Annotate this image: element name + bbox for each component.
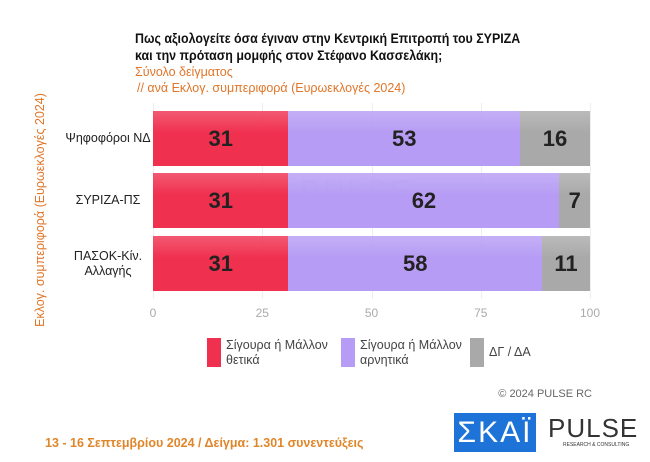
legend-swatch (341, 338, 355, 367)
x-tick-label: 50 (364, 306, 379, 320)
subtitle-1: Σύνολο δείγματος (135, 65, 233, 79)
x-tick-label: 0 (149, 306, 157, 320)
footer-note: 13 - 16 Σεπτεμβρίου 2024 / Δείγμα: 1.301… (45, 436, 364, 450)
bar-segment: 7 (559, 173, 590, 228)
legend-label: Σίγουρα ή Μάλλον θετικά (226, 338, 328, 367)
x-tick-label: 25 (255, 306, 269, 320)
legend-item: Σίγουρα ή Μάλλον αρνητικά (341, 338, 478, 368)
legend-swatch (470, 338, 484, 367)
bar-segment: 53 (288, 111, 521, 166)
bar-segment: 11 (541, 236, 590, 291)
legend-item: Σίγουρα ή Μάλλον θετικά (207, 338, 344, 368)
legend-label: ΔΓ / ΔΑ (489, 345, 531, 359)
y-axis-label: Εκλογ. συμπεριφορά (Ευρωεκλογές 2024) (33, 93, 47, 327)
bar-segment: 31 (153, 173, 289, 228)
title-line-1: Πως αξιολογείτε όσα έγιναν στην Κεντρική… (135, 31, 521, 46)
bar-segment: 31 (153, 236, 289, 291)
copyright: © 2024 PULSE RC (498, 388, 592, 400)
skai-logo: ΣΚΑΪ (454, 413, 536, 452)
category-label: ΠΑΣΟΚ-Κίν. Αλλαγής (73, 248, 143, 278)
bar-segment: 58 (288, 236, 542, 291)
pulse-logo: PULSE (548, 413, 639, 443)
bar-segment: 62 (288, 173, 560, 228)
bar-segment: 31 (153, 111, 289, 166)
chart-title: Πως αξιολογείτε όσα έγιναν στην Κεντρική… (135, 30, 520, 64)
gridline (590, 103, 591, 299)
category-label: Ψηφοφόροι ΝΔ (65, 131, 151, 145)
pulse-logo-sub: RESEARCH & CONSULTING (563, 442, 630, 448)
legend-swatch (207, 338, 221, 367)
x-tick-label: 100 (579, 306, 601, 320)
category-label: ΣΥΡΙΖΑ-ΠΣ (75, 193, 141, 207)
legend-item: ΔΓ / ΔΑ (470, 338, 549, 367)
bar-segment: 16 (520, 111, 590, 166)
title-line-2: και την πρόταση μομφής στον Στέφανο Κασσ… (135, 48, 443, 63)
x-tick-label: 75 (474, 306, 488, 320)
legend-label: Σίγουρα ή Μάλλον αρνητικά (360, 338, 462, 367)
subtitle-2: // ανά Εκλογ. συμπεριφορά (Ευρωεκλογές 2… (137, 81, 406, 95)
